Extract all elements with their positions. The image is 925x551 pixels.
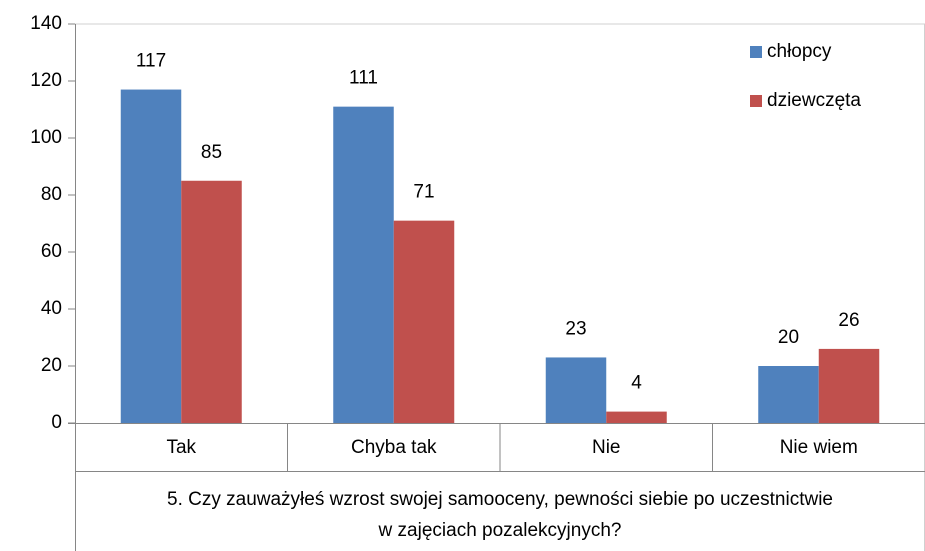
bar xyxy=(120,89,182,424)
y-tick-label: 120 xyxy=(30,70,62,91)
y-tick-label: 60 xyxy=(41,241,62,262)
y-tick-label: 40 xyxy=(41,298,62,319)
value-label: 117 xyxy=(136,51,166,72)
value-label: 71 xyxy=(413,182,434,203)
x-axis-label: 5. Czy zauważyłeś wzrost swojej samoocen… xyxy=(167,489,833,510)
x-tick-label: Chyba tak xyxy=(351,437,437,458)
y-tick-label: 0 xyxy=(51,412,62,433)
legend-label: dziewczęta xyxy=(767,90,861,111)
bar xyxy=(606,411,667,423)
value-label: 20 xyxy=(778,327,799,348)
bar xyxy=(545,357,607,423)
value-label: 85 xyxy=(201,142,222,163)
x-tick-label: Nie wiem xyxy=(780,437,858,458)
x-tick-label: Tak xyxy=(166,437,196,458)
x-axis-label: w zajęciach pozalekcyjnych? xyxy=(378,520,622,541)
legend-swatch xyxy=(750,46,762,58)
y-tick-label: 20 xyxy=(41,355,62,376)
y-tick-label: 100 xyxy=(30,127,62,148)
bar xyxy=(758,366,819,423)
x-tick-label: Nie xyxy=(592,437,621,458)
legend-swatch xyxy=(750,95,762,107)
value-label: 26 xyxy=(838,310,859,331)
value-label: 4 xyxy=(631,373,642,394)
value-label: 23 xyxy=(565,318,586,339)
bar xyxy=(181,180,242,423)
bar xyxy=(333,106,394,424)
bar xyxy=(818,348,880,423)
value-label: 111 xyxy=(349,68,378,89)
y-tick-label: 140 xyxy=(30,13,62,34)
legend-label: chłopcy xyxy=(767,41,832,62)
bar xyxy=(393,220,455,423)
y-tick-label: 80 xyxy=(41,184,62,205)
